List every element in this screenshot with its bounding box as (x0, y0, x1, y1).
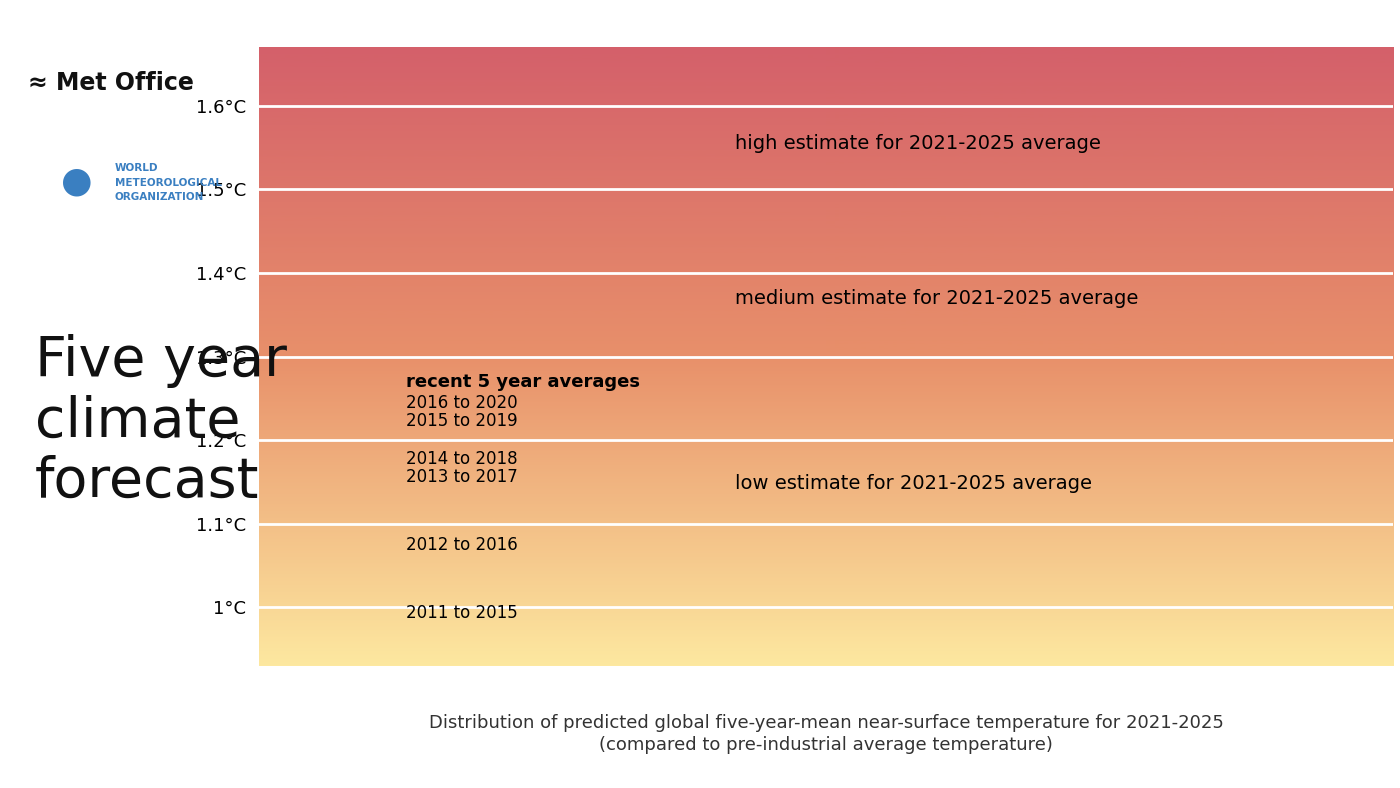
Text: ORGANIZATION: ORGANIZATION (115, 191, 204, 202)
Text: 2016 to 2020: 2016 to 2020 (406, 393, 518, 411)
Text: 2012 to 2016: 2012 to 2016 (406, 536, 518, 554)
Text: WORLD: WORLD (115, 163, 158, 173)
Text: ●: ● (62, 164, 92, 199)
Text: 2013 to 2017: 2013 to 2017 (406, 468, 518, 486)
Text: ≈ Met Office: ≈ Met Office (28, 71, 193, 95)
Text: 2015 to 2019: 2015 to 2019 (406, 412, 518, 430)
Text: low estimate for 2021-2025 average: low estimate for 2021-2025 average (735, 474, 1092, 493)
Text: (compared to pre-industrial average temperature): (compared to pre-industrial average temp… (599, 737, 1053, 754)
Text: 2011 to 2015: 2011 to 2015 (406, 604, 518, 623)
Text: Five year
climate
forecast: Five year climate forecast (35, 334, 287, 509)
Text: medium estimate for 2021-2025 average: medium estimate for 2021-2025 average (735, 288, 1138, 307)
Text: recent 5 year averages: recent 5 year averages (406, 373, 640, 391)
Text: Distribution of predicted global five-year-mean near-surface temperature for 202: Distribution of predicted global five-ye… (428, 715, 1224, 732)
Text: METEOROLOGICAL: METEOROLOGICAL (115, 177, 221, 188)
Text: 2014 to 2018: 2014 to 2018 (406, 449, 518, 467)
Text: high estimate for 2021-2025 average: high estimate for 2021-2025 average (735, 134, 1102, 153)
